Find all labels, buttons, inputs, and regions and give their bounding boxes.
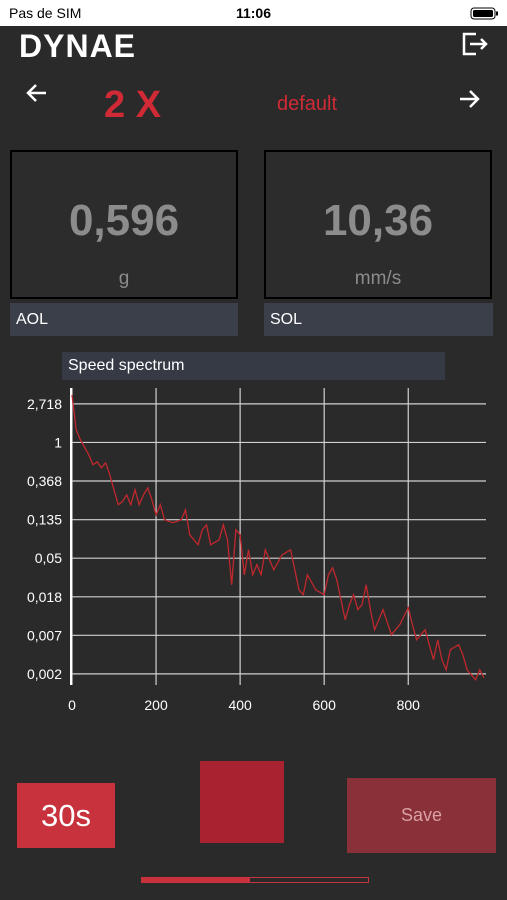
- y-tick-label: 2,718: [27, 396, 62, 412]
- progress-fill: [142, 878, 251, 882]
- profile-name[interactable]: default: [277, 93, 338, 115]
- x-tick-label: 400: [228, 697, 252, 713]
- x-tick-label: 600: [313, 697, 337, 713]
- aol-card: 0,596 g: [10, 150, 238, 299]
- sol-value: 10,36: [322, 196, 434, 245]
- y-tick-label: 0,368: [27, 473, 62, 489]
- y-tick-label: 0,135: [27, 512, 62, 528]
- logo: DYNAE: [19, 28, 137, 64]
- sol-card: 10,36 mm/s: [264, 150, 492, 299]
- carrier: Pas de SIM: [9, 5, 82, 21]
- duration-button[interactable]: 30s: [17, 783, 115, 848]
- multiplier: 2 X: [104, 84, 162, 126]
- aol-value: 0,596: [68, 196, 180, 245]
- y-tick-label: 1: [54, 434, 62, 450]
- spectrum-chart: 2,718 1 0,368 0,135 0,05 0,018 0,007 0,002 0 200 4…: [27, 388, 486, 713]
- chart-title: Speed spectrum: [62, 352, 445, 380]
- stop-button[interactable]: [200, 761, 284, 843]
- progress-track: [141, 877, 369, 883]
- prev-button[interactable]: [24, 81, 50, 105]
- next-button[interactable]: [456, 87, 482, 111]
- y-tick-label: 0,05: [35, 550, 62, 566]
- battery-icon: [470, 7, 498, 20]
- sol-label: SOL: [264, 303, 493, 336]
- logout-button[interactable]: [460, 30, 488, 58]
- y-tick-label: 0,002: [27, 666, 62, 682]
- x-tick-label: 200: [144, 697, 168, 713]
- x-tick-label: 800: [397, 697, 421, 713]
- aol-unit: g: [118, 268, 130, 289]
- sol-unit: mm/s: [354, 268, 402, 289]
- y-tick-label: 0,007: [27, 627, 62, 643]
- aol-label: AOL: [10, 303, 238, 336]
- y-tick-label: 0,018: [27, 589, 62, 605]
- status-bar: Pas de SIM 11:06: [0, 0, 507, 26]
- x-tick-label: 0: [68, 697, 76, 713]
- spectrum-line: [71, 394, 485, 682]
- clock: 11:06: [235, 5, 272, 21]
- save-button[interactable]: Save: [347, 778, 496, 853]
